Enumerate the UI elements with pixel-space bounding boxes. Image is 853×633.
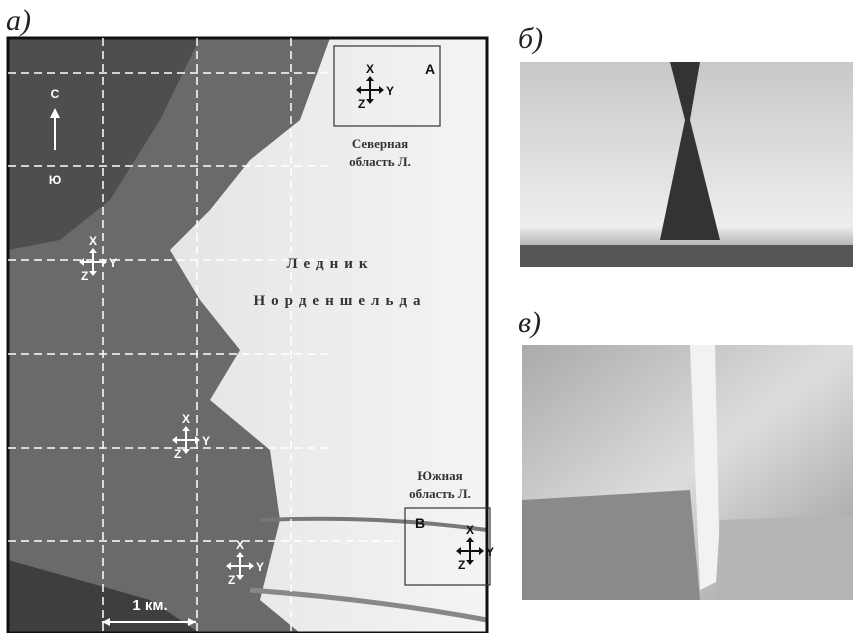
- panel-label: б): [518, 22, 543, 55]
- region-label: Северная: [352, 136, 408, 151]
- glacier-label: Норденшельда: [254, 293, 427, 309]
- axis-label: Z: [228, 573, 235, 587]
- axis-label: Y: [486, 545, 494, 559]
- axis-cross: [174, 428, 198, 452]
- axis-label: X: [236, 538, 244, 552]
- box-label: В: [415, 515, 425, 531]
- south-label: Ю: [49, 173, 61, 187]
- north-label: С: [51, 87, 60, 101]
- axis-label: X: [89, 234, 97, 248]
- region-label: область Л.: [409, 486, 471, 501]
- axis-label: Z: [81, 269, 88, 283]
- axis-label: X: [466, 523, 474, 537]
- axis-cross: [358, 78, 382, 102]
- axis-label: Z: [174, 447, 181, 461]
- scale-label: 1 км.: [132, 597, 167, 614]
- axis-cross: [458, 539, 482, 563]
- axis-cross: [228, 554, 252, 578]
- panel-label: а): [6, 4, 31, 37]
- photo: [520, 62, 853, 267]
- axis-label: Z: [358, 97, 365, 111]
- region-label: Южная: [417, 468, 462, 483]
- axis-label: Y: [202, 434, 210, 448]
- axis-label: Y: [386, 84, 394, 98]
- panel-label: в): [518, 306, 541, 339]
- photo: [522, 345, 853, 600]
- axis-label: Z: [458, 558, 465, 572]
- axis-label: Y: [256, 560, 264, 574]
- box-label: A: [425, 61, 435, 77]
- axis-cross: [81, 250, 105, 274]
- axis-label: Y: [109, 256, 117, 270]
- region-label: область Л.: [349, 154, 411, 169]
- axis-label: X: [366, 62, 374, 76]
- glacier-label: Ледник: [286, 256, 373, 272]
- satellite-image: [6, 36, 491, 633]
- axis-label: X: [182, 412, 190, 426]
